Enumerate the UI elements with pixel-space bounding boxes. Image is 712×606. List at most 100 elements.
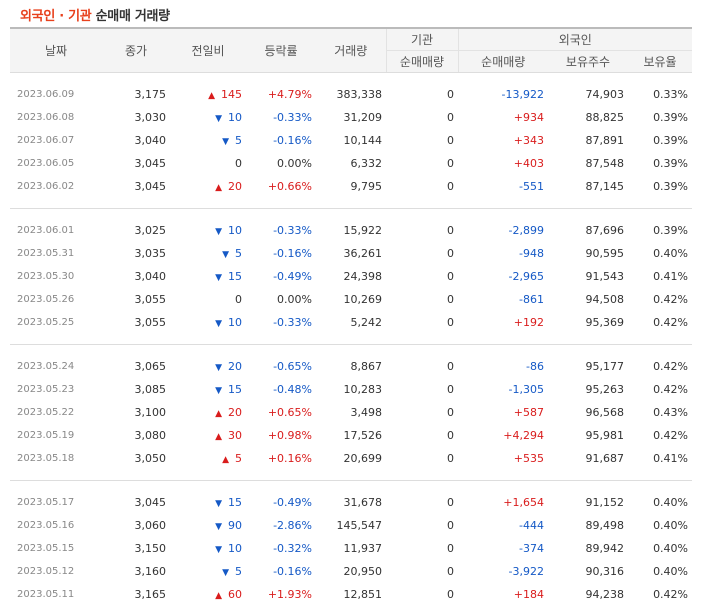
cell-close: 3,065 [102, 355, 170, 378]
cell-rate: -0.48% [246, 378, 316, 401]
triangle-up-icon: ▲ [215, 409, 222, 419]
triangle-down-icon: ▼ [215, 386, 222, 396]
cell-volume: 20,950 [316, 560, 386, 583]
change-value: 10 [228, 542, 242, 555]
cell-volume: 20,699 [316, 447, 386, 470]
cell-foreign-hold: 91,543 [548, 265, 628, 288]
cell-foreign-hold: 90,316 [548, 560, 628, 583]
cell-change: ▲30 [170, 424, 246, 447]
cell-foreign-ratio: 0.39% [628, 219, 692, 242]
triangle-up-icon: ▲ [208, 91, 215, 101]
cell-rate: -0.16% [246, 560, 316, 583]
cell-date: 2023.06.07 [10, 129, 102, 152]
cell-foreign-net: +587 [458, 401, 548, 424]
cell-foreign-hold: 95,369 [548, 311, 628, 334]
cell-inst-net: 0 [386, 129, 458, 152]
cell-foreign-net: -551 [458, 175, 548, 198]
cell-change: ▼5 [170, 129, 246, 152]
cell-close: 3,035 [102, 242, 170, 265]
cell-inst-net: 0 [386, 355, 458, 378]
cell-change: ▼15 [170, 378, 246, 401]
cell-rate: 0.00% [246, 152, 316, 175]
cell-foreign-hold: 74,903 [548, 83, 628, 106]
cell-foreign-ratio: 0.40% [628, 242, 692, 265]
header-close: 종가 [102, 28, 170, 73]
triangle-down-icon: ▼ [215, 273, 222, 283]
cell-close: 3,085 [102, 378, 170, 401]
section-title-sub: 순매매 거래량 [96, 9, 170, 24]
cell-foreign-ratio: 0.43% [628, 401, 692, 424]
cell-foreign-hold: 87,696 [548, 219, 628, 242]
cell-close: 3,050 [102, 447, 170, 470]
cell-close: 3,040 [102, 129, 170, 152]
cell-foreign-net: -2,965 [458, 265, 548, 288]
cell-foreign-hold: 90,595 [548, 242, 628, 265]
cell-rate: 0.00% [246, 288, 316, 311]
change-value: 10 [228, 224, 242, 237]
cell-foreign-ratio: 0.42% [628, 311, 692, 334]
row-spacer [10, 209, 692, 220]
cell-volume: 6,332 [316, 152, 386, 175]
cell-rate: -0.49% [246, 265, 316, 288]
triangle-down-icon: ▼ [215, 227, 222, 237]
cell-inst-net: 0 [386, 265, 458, 288]
triangle-up-icon: ▲ [222, 455, 229, 465]
header-rate: 등락률 [246, 28, 316, 73]
cell-rate: +0.65% [246, 401, 316, 424]
cell-change: ▼10 [170, 106, 246, 129]
triangle-down-icon: ▼ [222, 250, 229, 260]
cell-volume: 12,851 [316, 583, 386, 606]
cell-volume: 15,922 [316, 219, 386, 242]
change-value: 20 [228, 180, 242, 193]
cell-foreign-net: -86 [458, 355, 548, 378]
cell-foreign-hold: 95,263 [548, 378, 628, 401]
cell-foreign-net: -948 [458, 242, 548, 265]
change-value: 15 [228, 496, 242, 509]
cell-close: 3,060 [102, 514, 170, 537]
cell-date: 2023.06.08 [10, 106, 102, 129]
cell-volume: 145,547 [316, 514, 386, 537]
cell-foreign-ratio: 0.40% [628, 491, 692, 514]
cell-foreign-net: +1,654 [458, 491, 548, 514]
cell-close: 3,055 [102, 288, 170, 311]
row-spacer [10, 481, 692, 492]
cell-change: 0 [170, 152, 246, 175]
change-value: 5 [235, 565, 242, 578]
cell-close: 3,045 [102, 152, 170, 175]
cell-change: ▲60 [170, 583, 246, 606]
cell-foreign-ratio: 0.42% [628, 583, 692, 606]
cell-foreign-hold: 87,891 [548, 129, 628, 152]
header-volume: 거래량 [316, 28, 386, 73]
cell-foreign-ratio: 0.41% [628, 265, 692, 288]
triangle-up-icon: ▲ [215, 432, 222, 442]
cell-inst-net: 0 [386, 491, 458, 514]
change-value: 60 [228, 588, 242, 601]
cell-rate: -0.33% [246, 219, 316, 242]
change-value: 10 [228, 111, 242, 124]
cell-date: 2023.05.26 [10, 288, 102, 311]
cell-volume: 24,398 [316, 265, 386, 288]
change-value: 15 [228, 270, 242, 283]
cell-inst-net: 0 [386, 378, 458, 401]
change-value: 5 [235, 134, 242, 147]
cell-date: 2023.05.18 [10, 447, 102, 470]
cell-inst-net: 0 [386, 219, 458, 242]
cell-volume: 383,338 [316, 83, 386, 106]
triangle-down-icon: ▼ [222, 568, 229, 578]
cell-volume: 31,209 [316, 106, 386, 129]
cell-foreign-ratio: 0.40% [628, 560, 692, 583]
cell-foreign-ratio: 0.39% [628, 106, 692, 129]
cell-inst-net: 0 [386, 537, 458, 560]
cell-volume: 10,283 [316, 378, 386, 401]
cell-volume: 10,269 [316, 288, 386, 311]
cell-change: ▼20 [170, 355, 246, 378]
cell-foreign-ratio: 0.42% [628, 424, 692, 447]
